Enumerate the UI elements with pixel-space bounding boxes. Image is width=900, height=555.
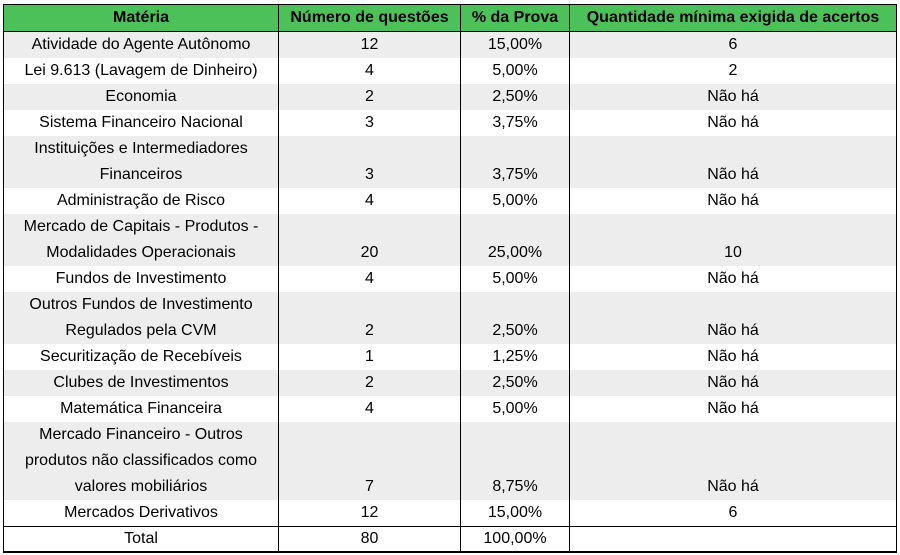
table-row: Matemática Financeira 4 5,00% Não há [3, 396, 897, 422]
cell-minimo: Não há [569, 422, 897, 500]
header-row: Matéria Número de questões % da Prova Qu… [3, 4, 897, 32]
table-row: Economia 2 2,50% Não há [3, 84, 897, 110]
cell-minimo: Não há [569, 84, 897, 110]
cell-minimo: 10 [569, 214, 897, 266]
cell-percent: 2,50% [460, 84, 570, 110]
table-row: Mercado Financeiro - Outros produtos não… [3, 422, 897, 500]
table-row: Administração de Risco 4 5,00% Não há [3, 188, 897, 214]
cell-materia: Mercados Derivativos [3, 500, 279, 527]
table-row: Mercados Derivativos 12 15,00% 6 [3, 500, 897, 527]
table-row: Fundos de Investimento 4 5,00% Não há [3, 266, 897, 292]
cell-numero: 7 [278, 422, 461, 500]
cell-percent: 3,75% [460, 136, 570, 188]
cell-numero: 3 [278, 110, 461, 136]
total-numero: 80 [278, 526, 461, 553]
cell-percent: 1,25% [460, 344, 570, 370]
header-minimo-acertos: Quantidade mínima exigida de acertos [569, 4, 897, 32]
total-label: Total [3, 526, 279, 553]
cell-minimo: Não há [569, 370, 897, 396]
cell-percent: 5,00% [460, 266, 570, 292]
cell-minimo: Não há [569, 188, 897, 214]
cell-numero: 2 [278, 84, 461, 110]
header-percent-prova: % da Prova [460, 4, 570, 32]
cell-materia: Outros Fundos de Investimento Regulados … [3, 292, 279, 344]
cell-numero: 3 [278, 136, 461, 188]
cell-numero: 2 [278, 292, 461, 344]
cell-materia: Lei 9.613 (Lavagem de Dinheiro) [3, 58, 279, 84]
cell-materia: Economia [3, 84, 279, 110]
cell-minimo: Não há [569, 396, 897, 422]
cell-numero: 20 [278, 214, 461, 266]
cell-numero: 1 [278, 344, 461, 370]
cell-numero: 4 [278, 188, 461, 214]
cell-percent: 5,00% [460, 188, 570, 214]
header-materia: Matéria [3, 4, 279, 32]
cell-materia: Sistema Financeiro Nacional [3, 110, 279, 136]
cell-materia: Instituições e Intermediadores Financeir… [3, 136, 279, 188]
table-row: Atividade do Agente Autônomo 12 15,00% 6 [3, 31, 897, 58]
cell-percent: 5,00% [460, 396, 570, 422]
cell-percent: 3,75% [460, 110, 570, 136]
cell-materia: Securitização de Recebíveis [3, 344, 279, 370]
cell-numero: 4 [278, 266, 461, 292]
table-row: Lei 9.613 (Lavagem de Dinheiro) 4 5,00% … [3, 58, 897, 84]
cell-materia: Clubes de Investimentos [3, 370, 279, 396]
table-row: Instituições e Intermediadores Financeir… [3, 136, 897, 188]
total-minimo [569, 526, 897, 553]
cell-numero: 12 [278, 31, 461, 58]
table-row: Clubes de Investimentos 2 2,50% Não há [3, 370, 897, 396]
cell-numero: 12 [278, 500, 461, 527]
cell-minimo: Não há [569, 344, 897, 370]
total-row: Total 80 100,00% [3, 526, 897, 553]
cell-minimo: 2 [569, 58, 897, 84]
cell-materia: Matemática Financeira [3, 396, 279, 422]
cell-materia: Mercado de Capitais - Produtos - Modalid… [3, 214, 279, 266]
cell-minimo: Não há [569, 292, 897, 344]
cell-percent: 5,00% [460, 58, 570, 84]
cell-numero: 4 [278, 396, 461, 422]
cell-minimo: 6 [569, 31, 897, 58]
table-row: Outros Fundos de Investimento Regulados … [3, 292, 897, 344]
header-numero-questoes: Número de questões [278, 4, 461, 32]
cell-percent: 25,00% [460, 214, 570, 266]
cell-minimo: Não há [569, 136, 897, 188]
table-row: Mercado de Capitais - Produtos - Modalid… [3, 214, 897, 266]
table-row: Securitização de Recebíveis 1 1,25% Não … [3, 344, 897, 370]
cell-minimo: Não há [569, 110, 897, 136]
cell-numero: 4 [278, 58, 461, 84]
cell-materia: Atividade do Agente Autônomo [3, 31, 279, 58]
cell-percent: 15,00% [460, 31, 570, 58]
cell-materia: Mercado Financeiro - Outros produtos não… [3, 422, 279, 500]
cell-percent: 8,75% [460, 422, 570, 500]
table-row: Sistema Financeiro Nacional 3 3,75% Não … [3, 110, 897, 136]
cell-materia: Administração de Risco [3, 188, 279, 214]
cell-numero: 2 [278, 370, 461, 396]
cell-percent: 15,00% [460, 500, 570, 527]
total-percent: 100,00% [460, 526, 570, 553]
cell-minimo: Não há [569, 266, 897, 292]
cell-materia: Fundos de Investimento [3, 266, 279, 292]
cell-minimo: 6 [569, 500, 897, 527]
cell-percent: 2,50% [460, 292, 570, 344]
cell-percent: 2,50% [460, 370, 570, 396]
exam-subjects-table: Matéria Número de questões % da Prova Qu… [3, 4, 897, 553]
